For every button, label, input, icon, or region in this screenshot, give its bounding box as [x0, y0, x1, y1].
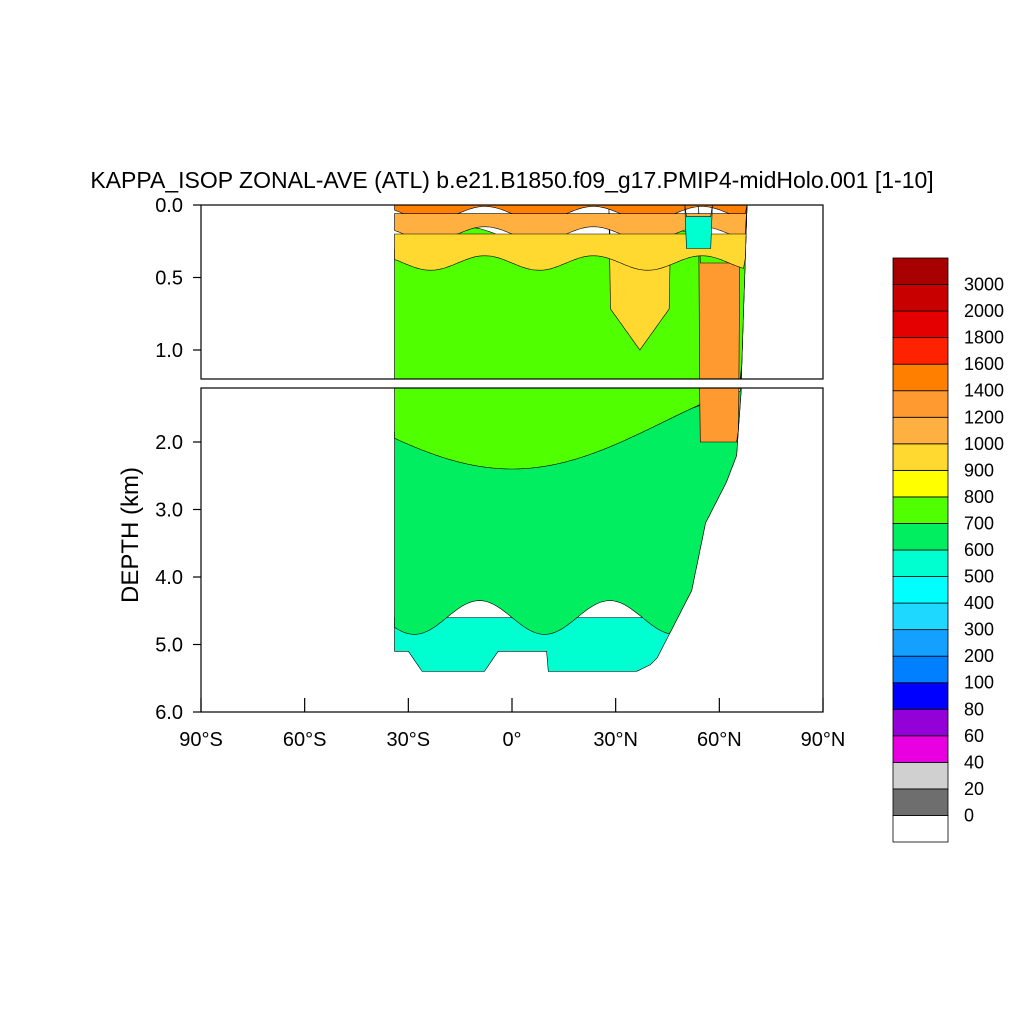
x-tick-label: 60°S [283, 729, 327, 751]
colorbar-label: 1800 [964, 328, 1004, 348]
colorbar-label: 500 [964, 567, 994, 587]
colorbar-swatch [892, 443, 949, 471]
colorbar-swatch [892, 815, 949, 843]
colorbar-swatch [892, 708, 949, 737]
colorbar-swatch [892, 416, 949, 445]
y-axis-label: DEPTH (km) [117, 467, 144, 603]
colorbar-swatch [892, 735, 949, 763]
lower-panel: 2.0 3.0 4.0 5.0 6.0 [155, 387, 824, 724]
contour-band-north-tongue [394, 205, 751, 351]
colorbar-label: 900 [964, 460, 994, 480]
colorbar-label: 700 [964, 513, 994, 533]
lower-field [394, 388, 742, 672]
colorbar-swatch [892, 469, 949, 498]
y-tick-label: 0.5 [155, 268, 183, 290]
colorbar-swatch [892, 390, 949, 418]
contour-band-north-high [394, 205, 751, 379]
colorbar-label: 600 [964, 540, 994, 560]
colorbar: 0 20 40 60 80 100 200 300 400 500 600 700 800 900 1000… [892, 257, 1004, 843]
x-tick-label: 60°N [697, 729, 742, 751]
y-tick-label: 1.0 [155, 340, 183, 362]
colorbar-swatch [892, 576, 949, 604]
y-tick-label: 0.0 [155, 195, 183, 217]
colorbar-label: 100 [964, 673, 994, 693]
colorbar-label: 1600 [964, 354, 1004, 374]
colorbar-swatch [892, 682, 949, 710]
colorbar-label: 1200 [964, 407, 1004, 427]
contour-band-north-high [699, 388, 740, 443]
y-tick-label: 4.0 [155, 567, 183, 589]
x-tick-label: 0° [502, 729, 521, 751]
colorbar-swatch [892, 629, 949, 657]
upper-panel: 0.0 0.5 1.0 [155, 195, 824, 380]
colorbar-label: 400 [964, 593, 994, 613]
x-tick-label: 30°N [593, 729, 638, 751]
x-axis: 90°S 60°S 30°S 0° 30°N 60°N 90°N [179, 698, 845, 751]
x-tick-label: 90°N [801, 729, 846, 751]
x-tick-label: 30°S [387, 729, 431, 751]
colorbar-swatch [892, 761, 949, 790]
colorbar-label: 1400 [964, 381, 1004, 401]
colorbar-label: 3000 [964, 275, 1004, 295]
colorbar-label: 0 [964, 805, 974, 825]
colorbar-swatch [892, 363, 949, 392]
y-tick-label: 6.0 [155, 702, 183, 724]
contour-band-mid [394, 388, 741, 470]
colorbar-label: 800 [964, 487, 994, 507]
colorbar-swatch [892, 337, 949, 365]
colorbar-swatch [892, 602, 949, 631]
upper-field [394, 205, 751, 379]
colorbar-label: 60 [964, 726, 984, 746]
colorbar-label: 200 [964, 646, 994, 666]
colorbar-label: 1000 [964, 434, 1004, 454]
y-tick-label: 5.0 [155, 635, 183, 657]
colorbar-label: 40 [964, 752, 984, 772]
contour-band-shallow-900 [394, 205, 751, 271]
colorbar-label: 2000 [964, 301, 1004, 321]
colorbar-swatch [892, 257, 949, 285]
colorbar-swatch [892, 284, 949, 312]
chart-title: KAPPA_ISOP ZONAL-AVE (ATL) b.e21.B1850.f… [90, 167, 933, 193]
y-tick-label: 2.0 [155, 432, 183, 454]
colorbar-swatch [892, 549, 949, 577]
colorbar-label: 300 [964, 620, 994, 640]
colorbar-swatch [892, 788, 949, 816]
colorbar-label: 20 [964, 779, 984, 799]
upper-frame [200, 204, 824, 380]
x-tick-label: 90°S [179, 729, 223, 751]
colorbar-label: 80 [964, 699, 984, 719]
colorbar-swatch [892, 496, 949, 524]
colorbar-swatch [892, 310, 949, 339]
colorbar-swatch [892, 523, 949, 551]
colorbar-swatch [892, 655, 949, 684]
y-tick-label: 3.0 [155, 500, 183, 522]
